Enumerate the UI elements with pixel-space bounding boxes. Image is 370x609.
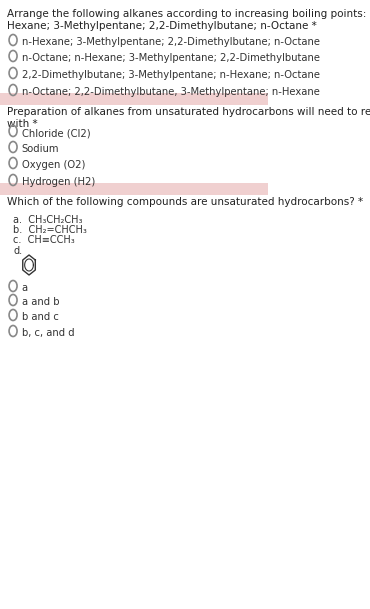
Text: Which of the following compounds are unsaturated hydrocarbons? *: Which of the following compounds are uns… [7,197,363,207]
Text: n-Octane; n-Hexane; 3-Methylpentane; 2,2-Dimethylbutane: n-Octane; n-Hexane; 3-Methylpentane; 2,2… [22,53,320,63]
Text: c.  CH≡CCH₃: c. CH≡CCH₃ [13,235,75,245]
FancyBboxPatch shape [0,183,269,195]
Text: Chloride (Cl2): Chloride (Cl2) [22,128,90,138]
Text: b.  CH₂=CHCH₃: b. CH₂=CHCH₃ [13,225,87,235]
Text: n-Hexane; 3-Methylpentane; 2,2-Dimethylbutane; n-Octane: n-Hexane; 3-Methylpentane; 2,2-Dimethylb… [22,37,320,47]
FancyBboxPatch shape [0,93,269,105]
Text: a and b: a and b [22,297,59,307]
Text: d.: d. [13,246,22,256]
Text: a: a [22,283,28,293]
Text: Arrange the following alkanes according to increasing boiling points: n-
Hexane;: Arrange the following alkanes according … [7,9,370,30]
Text: Sodium: Sodium [22,144,59,154]
Text: a.  CH₃CH₂CH₃: a. CH₃CH₂CH₃ [13,215,83,225]
Text: 2,2-Dimethylbutane; 3-Methylpentane; n-Hexane; n-Octane: 2,2-Dimethylbutane; 3-Methylpentane; n-H… [22,70,320,80]
Text: b and c: b and c [22,312,59,322]
Text: Oxygen (O2): Oxygen (O2) [22,160,85,170]
Text: Preparation of alkanes from unsaturated hydrocarbons will need to react
with *: Preparation of alkanes from unsaturated … [7,107,370,128]
Text: b, c, and d: b, c, and d [22,328,74,338]
Text: n-Octane; 2,2-Dimethylbutane, 3-Methylpentane; n-Hexane: n-Octane; 2,2-Dimethylbutane, 3-Methylpe… [22,87,320,97]
Text: Hydrogen (H2): Hydrogen (H2) [22,177,95,187]
